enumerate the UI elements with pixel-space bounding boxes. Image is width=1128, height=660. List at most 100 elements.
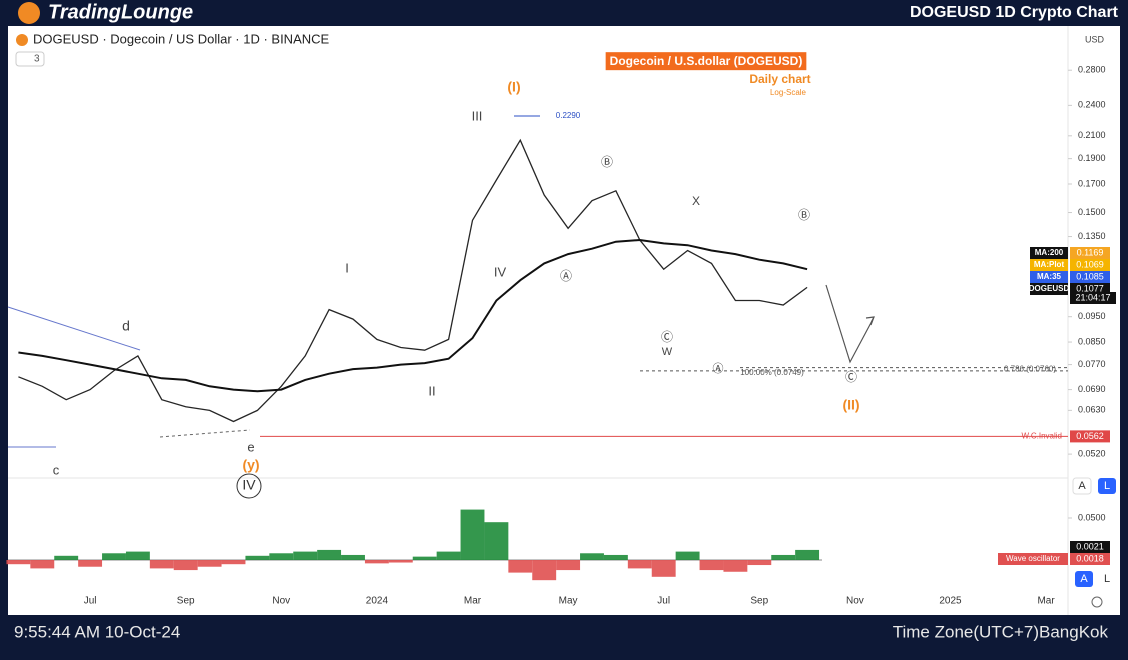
oscillator-bar xyxy=(771,554,796,560)
price-tag-value: 0.1077 xyxy=(1076,283,1104,293)
auto-button-2[interactable] xyxy=(1075,571,1093,587)
wave-label: Ⓒ xyxy=(661,330,673,344)
oscillator-bar xyxy=(293,551,318,560)
y-tick-label: 0.0950 xyxy=(1078,311,1106,321)
oscillator-bar xyxy=(603,554,628,560)
indicator-count[interactable]: 3 xyxy=(34,54,40,65)
oscillator-bar xyxy=(173,560,198,571)
y-tick-label: 0.0850 xyxy=(1078,336,1106,346)
oscillator-bar xyxy=(580,553,604,560)
symbol: DOGEUSD · Dogecoin / US Dollar · 1D · BI… xyxy=(33,31,330,46)
oscillator-bar xyxy=(269,553,294,560)
wave-label: I xyxy=(345,260,349,275)
price-tag-name: MA:200 xyxy=(1035,248,1064,257)
scale-button[interactable]: A xyxy=(1080,573,1088,585)
footer-time: 9:55:44 AM 10-Oct-24 xyxy=(14,622,180,641)
wave-label: II xyxy=(428,383,435,398)
price-tag-name-bg xyxy=(1030,247,1068,259)
price-tag-bg xyxy=(1070,541,1110,553)
chart-subtitle: Daily chart xyxy=(749,72,810,86)
level-label: W.C.Invalid xyxy=(1022,432,1062,441)
y-tick-label: 0.1900 xyxy=(1078,153,1106,163)
price-tag-name-bg xyxy=(1030,283,1068,295)
wave-label: III xyxy=(472,108,483,123)
price-tag-value: 0.0018 xyxy=(1076,553,1104,563)
wave-label: (I) xyxy=(507,79,520,95)
arrow-head xyxy=(865,316,875,326)
log-button[interactable] xyxy=(1098,478,1116,494)
x-tick-label: Sep xyxy=(177,596,195,607)
x-tick-label: 2025 xyxy=(939,596,962,607)
oscillator-bar xyxy=(341,554,365,560)
oscillator-bar xyxy=(675,551,700,560)
oscillator-bar xyxy=(747,560,772,566)
oscillator-bar xyxy=(245,555,270,560)
level-tag xyxy=(1070,430,1110,443)
wave-label: c xyxy=(53,462,60,477)
currency: USD xyxy=(1085,34,1105,44)
y-tick-label: 0.0770 xyxy=(1078,359,1106,369)
level-tag-text: 0.0562 xyxy=(1076,431,1104,441)
oscillator-bar xyxy=(54,555,79,560)
wave-label: IV xyxy=(242,477,256,493)
page-title: DOGEUSD 1D Crypto Chart xyxy=(910,4,1119,21)
x-tick-label: Mar xyxy=(1037,596,1055,607)
level-label: 0.786 (0.0760) xyxy=(1004,365,1056,374)
oscillator-bar xyxy=(484,522,509,560)
price-tag-name: MA:35 xyxy=(1037,272,1062,281)
scale-button[interactable]: L xyxy=(1104,573,1110,585)
scale-button[interactable]: A xyxy=(1078,480,1086,492)
price-tag-name-bg xyxy=(1030,259,1068,271)
y-tick-label: 0.2100 xyxy=(1078,130,1106,140)
wave-label: (y) xyxy=(242,457,259,473)
wave-label: IV xyxy=(494,264,507,279)
countdown: 21:04:17 xyxy=(1075,292,1110,302)
y-tick-label: 0.1500 xyxy=(1078,207,1106,217)
x-tick-label: Jul xyxy=(657,596,670,607)
y-tick-label: 0.0500 xyxy=(1078,512,1106,522)
series-line xyxy=(18,238,808,393)
oscillator-bar xyxy=(317,549,342,560)
oscillator-bar xyxy=(364,560,389,564)
wave-label: Ⓐ xyxy=(713,362,724,375)
oscillator-bar xyxy=(460,509,485,560)
chart-title: Dogecoin / U.S.dollar (DOGEUSD) xyxy=(610,54,803,68)
oscillator-bar xyxy=(6,560,31,565)
oscillator-bar xyxy=(699,560,724,571)
price-tag-value: 0.1169 xyxy=(1077,247,1104,257)
auto-button[interactable] xyxy=(1072,477,1092,495)
wave-label: d xyxy=(122,318,130,334)
price-tag-name-bg xyxy=(1030,271,1068,283)
wave-label: 0.2290 xyxy=(556,111,581,120)
scale-button[interactable]: L xyxy=(1104,480,1110,492)
x-tick-label: Sep xyxy=(750,596,768,607)
oscillator-bar xyxy=(412,556,437,560)
y-tick-label: 0.0630 xyxy=(1078,405,1106,415)
title-background xyxy=(605,52,807,71)
wave-label: Ⓑ xyxy=(601,155,613,169)
x-tick-label: Mar xyxy=(464,596,482,607)
x-tick-label: Nov xyxy=(272,596,290,607)
oscillator-bar xyxy=(102,553,126,560)
oscillator-bar xyxy=(795,549,820,560)
wave-label-circle xyxy=(236,473,262,499)
y-tick-label: 0.1700 xyxy=(1078,178,1106,188)
wave-label: X xyxy=(692,194,700,208)
x-tick-label: Nov xyxy=(846,596,864,607)
oscillator-bar xyxy=(388,560,413,563)
y-tick-label: 0.1350 xyxy=(1078,231,1106,241)
oscillator-bar xyxy=(125,551,150,560)
x-tick-label: Jul xyxy=(84,596,97,607)
oscillator-title-bg xyxy=(998,553,1068,565)
y-tick-label: 0.0520 xyxy=(1078,448,1106,458)
price-tag-name: DOGEUSD xyxy=(1029,284,1070,293)
wave-label: e xyxy=(247,439,254,454)
y-tick-label: 0.0690 xyxy=(1078,384,1106,394)
oscillator-bar xyxy=(436,551,461,560)
wave-label: Ⓑ xyxy=(798,208,810,222)
indicator-box[interactable] xyxy=(15,51,45,67)
price-tag-bg xyxy=(1070,271,1110,283)
price-tag-bg xyxy=(1070,247,1110,259)
settings-icon[interactable] xyxy=(1091,596,1103,608)
